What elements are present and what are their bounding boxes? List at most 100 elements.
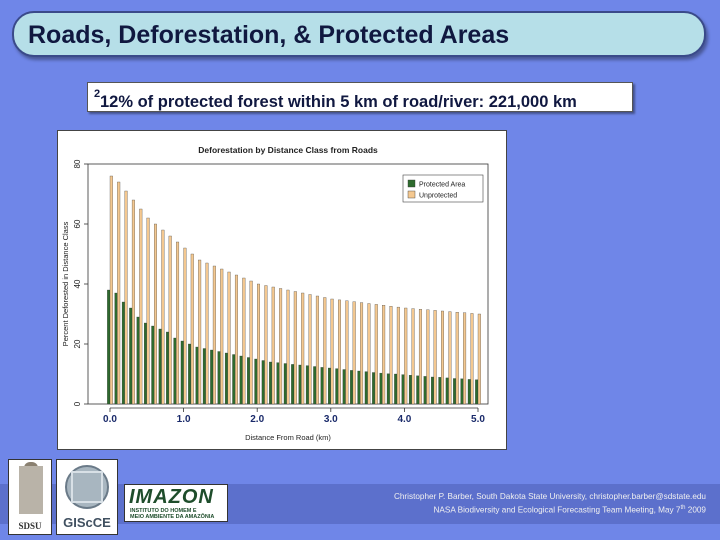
- x-tick-label: 3.0: [324, 414, 338, 425]
- bar-protected: [136, 316, 140, 405]
- credit-line-2-sup: th: [680, 505, 686, 511]
- bar-protected: [431, 376, 434, 405]
- bar-unprotected: [124, 190, 128, 405]
- bar-unprotected: [131, 199, 135, 405]
- bar-unprotected: [301, 292, 305, 405]
- bar-unprotected: [308, 294, 312, 405]
- bar-unprotected: [367, 303, 371, 405]
- legend-box: [402, 174, 484, 203]
- bar-protected: [261, 360, 265, 405]
- bar-protected: [239, 355, 243, 405]
- bar-protected: [107, 289, 111, 405]
- bar-unprotected: [139, 208, 143, 405]
- bar-unprotected: [242, 277, 246, 405]
- bar-protected: [151, 325, 155, 405]
- y-axis-label: Percent Deforested in Distance Class: [61, 221, 70, 346]
- bar-unprotected: [315, 295, 319, 405]
- bar-protected: [129, 307, 133, 405]
- bar-unprotected: [190, 253, 194, 405]
- bar-protected: [416, 375, 420, 405]
- bar-unprotected: [286, 289, 290, 405]
- imazon-logo: IMAZON INSTITUTO DO HOMEM E MEIO AMBIENT…: [124, 484, 228, 522]
- deforestation-bar-chart: Deforestation by Distance Class from Roa…: [61, 145, 489, 442]
- bar-unprotected: [183, 247, 187, 405]
- bar-unprotected: [168, 235, 172, 405]
- subtitle-superscript: 2: [94, 88, 101, 100]
- bar-protected: [401, 374, 405, 405]
- bar-unprotected: [404, 307, 408, 405]
- bar-protected: [445, 377, 449, 405]
- legend-swatch: [407, 179, 416, 188]
- bar-protected: [232, 354, 236, 405]
- bar-protected: [475, 379, 479, 405]
- bar-protected: [173, 337, 177, 405]
- x-axis-label: Distance From Road (km): [245, 433, 331, 442]
- legend-label: Unprotected: [419, 193, 457, 200]
- bar-protected: [305, 365, 309, 405]
- bar-protected: [467, 379, 471, 405]
- bar-unprotected: [441, 310, 444, 405]
- bar-protected: [217, 351, 221, 405]
- y-tick-label: 40: [73, 279, 82, 288]
- x-tick-label: 0.0: [103, 414, 117, 425]
- y-tick-label: 80: [73, 159, 82, 168]
- bar-protected: [144, 322, 147, 405]
- y-tick-label: 0: [73, 401, 82, 406]
- bar-protected: [283, 363, 287, 405]
- y-tick-label: 20: [73, 339, 82, 348]
- bar-protected: [269, 361, 273, 405]
- bar-unprotected: [227, 271, 231, 405]
- imazon-logo-name: IMAZON: [129, 486, 214, 508]
- bar-protected: [180, 340, 184, 405]
- bar-unprotected: [338, 299, 341, 405]
- sdsu-tower-icon: [19, 466, 43, 514]
- bar-unprotected: [257, 283, 260, 405]
- bar-unprotected: [411, 308, 415, 405]
- bar-unprotected: [345, 300, 349, 405]
- bar-unprotected: [382, 305, 386, 405]
- bar-protected: [195, 346, 199, 405]
- bar-unprotected: [418, 309, 422, 405]
- bar-protected: [291, 364, 295, 405]
- bar-unprotected: [109, 175, 113, 405]
- bar-protected: [357, 370, 361, 405]
- bar-unprotected: [455, 312, 459, 405]
- footer-band: [0, 484, 720, 524]
- sdsu-logo: SDSU: [8, 459, 52, 535]
- bar-unprotected: [330, 298, 334, 405]
- bar-protected: [210, 349, 214, 405]
- y-tick-label: 60: [73, 219, 82, 228]
- credit-line-2: NASA Biodiversity and Ecological Forecas…: [434, 505, 706, 515]
- frame-icon: [71, 471, 103, 503]
- bar-unprotected: [396, 306, 400, 405]
- credit-line-2-year: 2009: [685, 505, 706, 515]
- bar-unprotected: [205, 262, 209, 405]
- bar-unprotected: [477, 313, 481, 405]
- bar-unprotected: [426, 309, 430, 405]
- legend-label: Protected Area: [419, 182, 465, 189]
- bar-protected: [202, 348, 206, 405]
- bar-protected: [460, 378, 464, 405]
- bar-protected: [372, 372, 376, 405]
- giscce-logo: GIScCE: [56, 459, 118, 535]
- bar-protected: [453, 378, 457, 405]
- bar-protected: [166, 331, 170, 405]
- bar-unprotected: [293, 291, 297, 405]
- bar-protected: [328, 367, 331, 405]
- bar-unprotected: [249, 280, 253, 405]
- imazon-logo-sub1: INSTITUTO DO HOMEM E: [130, 508, 197, 514]
- subtitle: 12% of protected forest within 5 km of r…: [94, 88, 577, 111]
- chart-panel: Deforestation by Distance Class from Roa…: [57, 130, 507, 450]
- bar-unprotected: [198, 259, 202, 405]
- bar-unprotected: [470, 313, 474, 405]
- bar-protected: [438, 377, 442, 405]
- bar-unprotected: [433, 310, 437, 405]
- bar-unprotected: [234, 274, 238, 405]
- bar-unprotected: [154, 223, 157, 405]
- chart-title: Deforestation by Distance Class from Roa…: [198, 145, 378, 155]
- bar-protected: [335, 368, 339, 405]
- credit-line-1: Christopher P. Barber, South Dakota Stat…: [393, 492, 706, 501]
- bar-protected: [254, 358, 258, 405]
- legend-swatch: [407, 190, 416, 199]
- bar-protected: [313, 366, 317, 405]
